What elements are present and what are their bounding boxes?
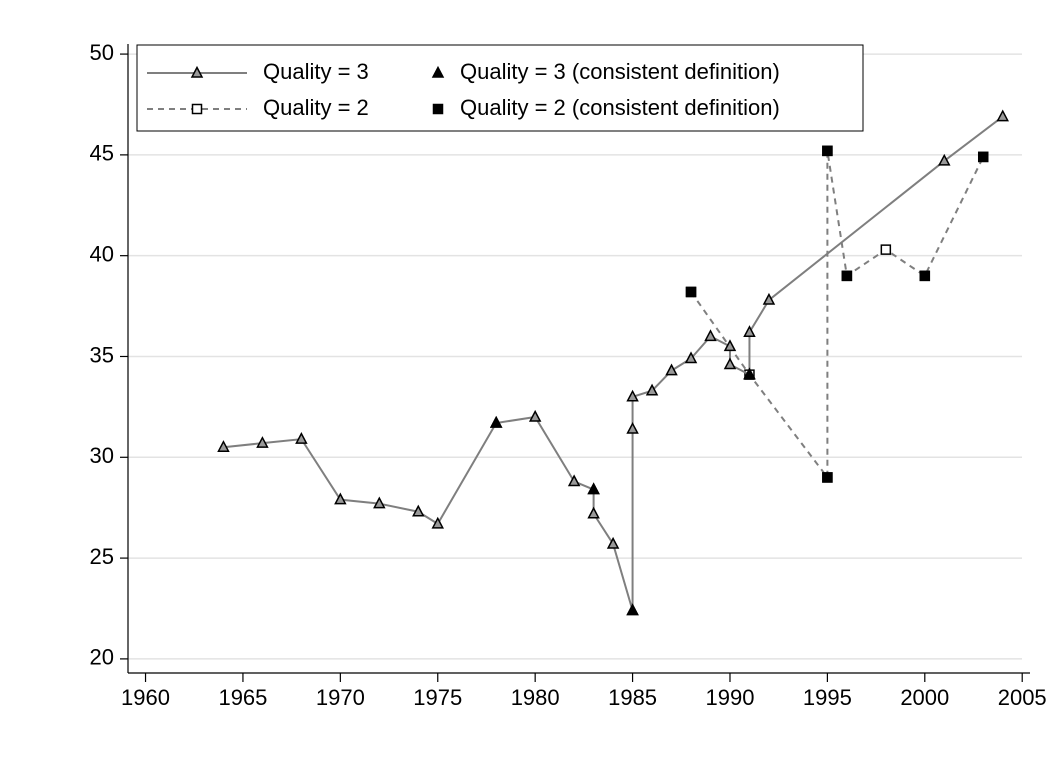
x-tick-label: 1960: [121, 685, 170, 710]
legend-label: Quality = 3 (consistent definition): [460, 59, 780, 84]
y-tick-label: 25: [90, 544, 114, 569]
y-tick-label: 20: [90, 645, 114, 670]
marker: [919, 270, 931, 282]
series: [685, 145, 989, 483]
marker: [626, 421, 639, 434]
y-tick-label: 50: [90, 40, 114, 65]
series: [685, 145, 989, 483]
marker: [704, 329, 717, 342]
marker: [567, 474, 581, 487]
marker: [822, 145, 833, 157]
x-tick-label: 2005: [998, 685, 1047, 710]
marker: [606, 536, 620, 549]
legend-label: Quality = 2 (consistent definition): [460, 95, 780, 120]
marker: [587, 482, 600, 495]
series-line: [223, 115, 1004, 611]
marker: [626, 389, 639, 402]
x-tick-label: 1975: [413, 685, 462, 710]
y-tick-label: 45: [90, 141, 114, 166]
marker: [743, 325, 756, 338]
marker: [723, 357, 737, 370]
series-line: [690, 150, 985, 481]
marker: [528, 409, 542, 422]
y-tick-label: 35: [90, 342, 114, 367]
y-tick-label: 40: [90, 241, 114, 266]
marker: [684, 351, 698, 364]
marker: [822, 472, 833, 483]
marker: [190, 65, 204, 78]
x-tick-label: 1965: [218, 685, 267, 710]
marker: [645, 383, 659, 396]
marker: [626, 603, 639, 616]
marker: [489, 415, 503, 428]
marker: [762, 292, 776, 305]
marker: [412, 504, 425, 517]
x-tick-label: 2000: [900, 685, 949, 710]
marker: [217, 440, 230, 452]
x-tick-label: 1990: [706, 685, 755, 710]
x-tick-label: 1980: [511, 685, 560, 710]
series: [489, 367, 756, 616]
legend-box: [136, 44, 864, 132]
marker: [685, 286, 697, 298]
marker: [373, 496, 386, 509]
marker: [295, 432, 308, 444]
marker: [587, 506, 600, 519]
marker: [977, 151, 989, 163]
marker: [996, 109, 1009, 122]
marker: [431, 65, 445, 78]
x-tick-label: 1970: [316, 685, 365, 710]
series: [217, 109, 1009, 616]
marker: [334, 492, 347, 505]
x-tick-label: 1985: [608, 685, 657, 710]
legend: Quality = 3 Quality = 3 (consistent defin…: [136, 44, 864, 132]
legend-label: Quality = 3: [263, 59, 369, 84]
y-tick-label: 30: [90, 443, 114, 468]
marker: [256, 436, 269, 448]
marker: [723, 339, 737, 352]
marker: [191, 103, 203, 115]
marker: [841, 270, 853, 282]
marker: [431, 516, 445, 529]
legend-label: Quality = 2: [263, 95, 369, 120]
marker: [743, 367, 756, 380]
marker: [880, 244, 892, 255]
marker: [665, 363, 678, 376]
marker: [432, 103, 444, 115]
x-tick-label: 1995: [803, 685, 852, 710]
marker: [938, 153, 951, 166]
